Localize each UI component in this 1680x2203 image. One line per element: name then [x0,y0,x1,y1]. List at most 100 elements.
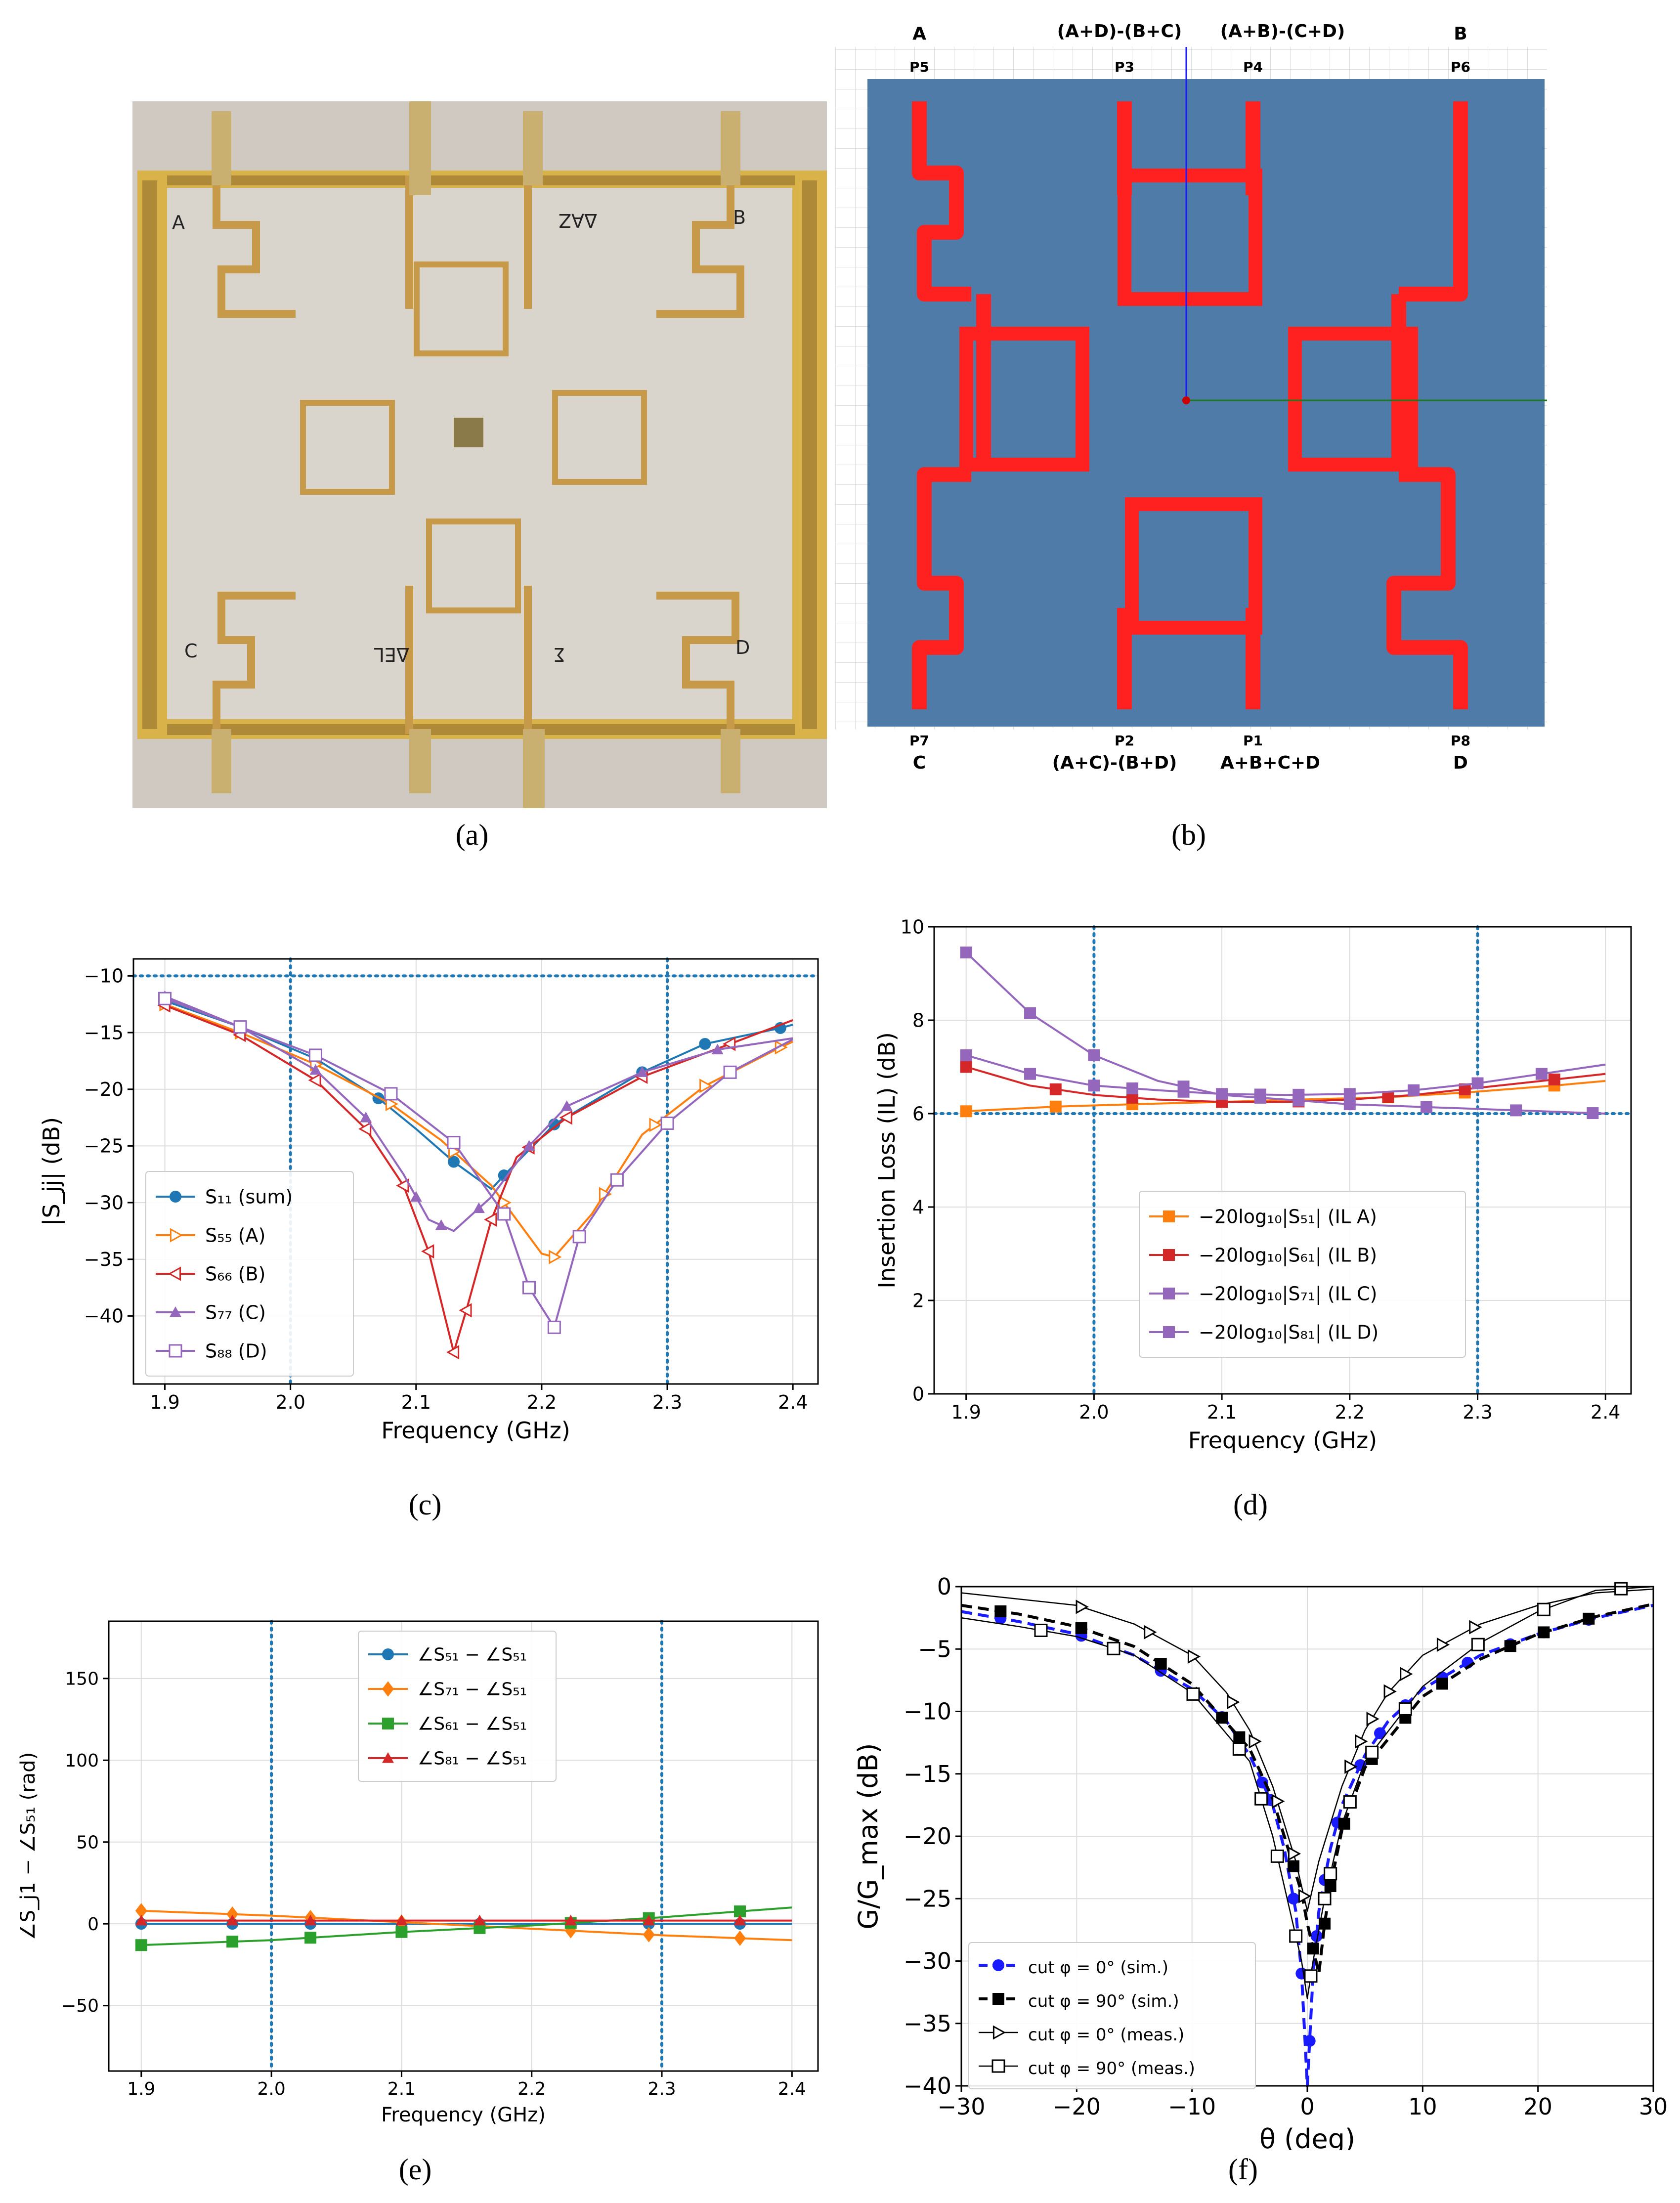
data-point [711,1043,724,1055]
data-point [308,1048,322,1062]
y-tick-label: −35 [904,2010,951,2037]
legend-entry: cut φ = 0° (sim.) [1028,1958,1168,1978]
legend-marker [1163,1288,1175,1299]
data-point [1510,1104,1522,1117]
x-tick-label: 2.0 [257,2079,285,2099]
data-point [1249,1734,1262,1749]
data-point [1421,1101,1433,1113]
data-point [421,1244,434,1259]
port-p2: P2 [1115,733,1134,749]
data-point [396,1178,409,1193]
x-tick-label: 2.1 [1207,1401,1237,1423]
data-point [1303,2035,1316,2047]
x-tick-label: 2.2 [1335,1401,1365,1423]
legend-marker [1163,1249,1175,1261]
data-point [572,1230,586,1244]
y-tick-label: −20 [84,1079,124,1100]
data-point [135,1939,147,1951]
legend-e: ∠S₅₁ − ∠S₅₁ ∠S₇₁ − ∠S₅₁ ∠S₆₁ − ∠S₅₁ ∠S₈₁ − … [358,1631,557,1782]
y-tick-label: −25 [84,1135,124,1157]
photo-label-b: B [733,207,746,228]
data-point [1126,1082,1139,1094]
data-point [649,1118,662,1132]
layout-label-c: C [913,753,926,773]
x-tick-label: 1.9 [127,2079,155,2099]
data-point [226,1936,239,1948]
x-tick-label: 10 [1408,2093,1437,2120]
data-point [1076,1599,1089,1614]
data-point [1355,1734,1368,1749]
port-p1: P1 [1243,733,1263,749]
x-tick-label: 1.9 [150,1391,179,1413]
data-point [309,1064,322,1075]
y-tick-label: −5 [918,1636,951,1662]
legend-marker [991,2059,1005,2073]
legend-entry: −20log₁₀|S₈₁| (IL D) [1199,1321,1378,1343]
data-point [960,1105,972,1118]
x-tick-label: 2.0 [1079,1401,1109,1423]
data-point [1538,1626,1550,1639]
legend-entry: S₁₁ (sum) [205,1186,293,1208]
data-point [395,1914,408,1926]
data-point [734,1914,746,1926]
legend-box [1139,1191,1466,1358]
y-tick-label: 50 [76,1832,99,1853]
series-line [164,1003,793,1258]
legend-marker [1163,1210,1175,1222]
series-line [141,1909,792,1942]
y-tick-label: 2 [912,1290,924,1311]
data-point [1614,1582,1628,1596]
legend-entry: ∠S₅₁ − ∠S₅₁ [418,1645,527,1665]
x-tick-label: 2.4 [778,2079,806,2099]
data-point [1177,1080,1190,1093]
data-point [1024,1068,1036,1080]
data-point [135,1903,147,1919]
data-point [1024,1007,1036,1019]
data-point [699,1079,713,1093]
series-line [141,1906,792,1946]
layout-label-b: B [1454,24,1467,44]
x-tick-label: 0 [1300,2093,1314,2120]
port-p5: P5 [909,59,929,75]
data-point [498,1169,510,1182]
x-tick-label: 1.9 [951,1401,981,1423]
data-point [473,1202,485,1213]
legend-marker [1163,1326,1175,1338]
data-point [643,1927,655,1943]
layout-label-a: A [912,24,926,44]
x-axis-label: θ (deg) [1259,2123,1355,2150]
series-f-3 [961,1582,1654,1999]
y-tick-label: −10 [904,1698,951,1725]
y-tick-label: 150 [65,1669,99,1689]
data-point [960,1061,972,1073]
data-point [1400,1667,1413,1682]
y-tick-label: −40 [84,1305,124,1327]
data-point [636,1066,648,1077]
y-tick-label: −15 [904,1761,951,1787]
data-point [1298,1889,1312,1903]
x-tick-label: 2.1 [401,1391,431,1413]
data-point [1436,1678,1448,1690]
data-point [1504,1640,1516,1652]
legend-box [358,1631,557,1782]
port-p3: P3 [1115,59,1134,75]
y-axis-label: Insertion Loss (IL) (dB) [873,1032,900,1289]
plot-frame [933,926,1632,1395]
port-p8: P8 [1451,733,1470,749]
data-point [1049,1100,1062,1113]
data-point [523,1140,535,1151]
data-point [484,1212,497,1227]
legend-entry: ∠S₈₁ − ∠S₅₁ [418,1749,527,1769]
y-tick-label: 0 [937,1573,951,1600]
x-tick-label: 2.1 [388,2079,416,2099]
data-point [1288,1846,1301,1861]
data-point [549,1250,562,1264]
series-e-1 [135,1903,792,1946]
x-axis-label: Frequency (GHz) [381,1417,570,1444]
caption-d: (d) [1233,1488,1268,1521]
chart-d-panel: 1.9 2.0 2.1 2.2 2.3 2.4 0 2 4 6 8 10 Frequency (GHz)… [840,900,1680,1458]
data-point [564,1923,577,1939]
x-tick-label: 30 [1639,2093,1668,2120]
legend-marker [382,1681,394,1697]
data-point [1107,1641,1120,1655]
